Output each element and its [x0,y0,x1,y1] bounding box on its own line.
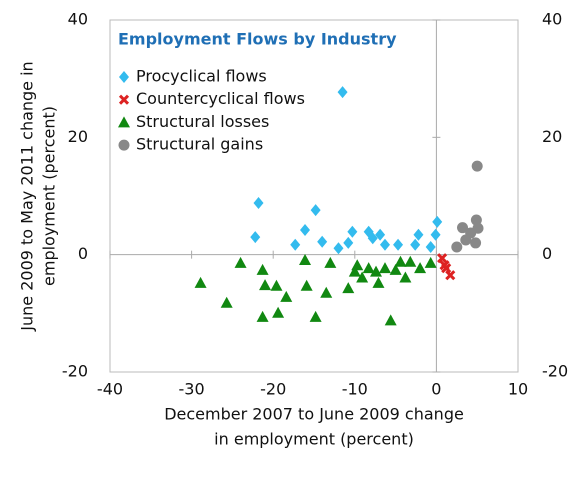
x-axis-title: December 2007 to June 2009 change [164,405,464,424]
point [457,222,469,234]
y2-tick-label: -20 [542,362,568,381]
x-tick-label: -10 [342,380,368,399]
point [393,238,404,251]
point [414,262,427,274]
point [250,231,261,244]
point [290,238,301,251]
point [309,310,322,322]
legend-marker [118,116,130,128]
point [343,236,354,249]
y-axis-title: employment (percent) [40,106,59,286]
point [333,242,344,255]
point [430,228,441,241]
point [389,263,402,275]
point [270,279,283,291]
y-tick-label: 0 [78,244,88,263]
point [471,160,483,172]
point [317,235,328,248]
legend-marker [118,94,130,105]
point [470,237,482,249]
point [299,253,312,265]
point [472,222,484,234]
point [394,255,407,267]
point [451,241,463,253]
point [378,262,391,274]
x-tick-label: -40 [97,380,123,399]
point [437,253,448,264]
point [432,215,443,228]
point [280,290,293,302]
point [404,255,417,267]
point [362,262,375,274]
point [300,279,313,291]
legend-label: Structural losses [136,112,269,131]
point [300,224,311,237]
legend-marker [118,139,130,151]
point [259,279,272,291]
point [220,296,233,308]
point [272,306,285,318]
point [256,263,269,275]
point [370,265,383,277]
point [375,228,386,241]
point [399,271,412,283]
point [379,238,390,251]
point [372,276,385,288]
point [445,270,456,281]
point [439,260,450,271]
x-axis-title: in employment (percent) [214,430,414,449]
point [413,228,424,241]
y-tick-label: -20 [62,362,88,381]
point [342,282,355,294]
point [324,256,337,268]
point [367,232,378,245]
x-tick-label: 10 [508,380,528,399]
y2-tick-label: 40 [542,10,562,29]
point [310,204,321,217]
legend-marker [119,71,129,83]
legend-label: Procyclical flows [136,67,267,86]
point [424,256,437,268]
point [253,197,264,210]
point [320,286,333,298]
point [356,271,369,283]
point [348,265,361,277]
y-tick-label: 40 [68,10,88,29]
y2-tick-label: 20 [542,127,562,146]
x-tick-label: -30 [179,380,205,399]
legend-label: Structural gains [136,135,263,154]
legend-label: Countercyclical flows [136,89,305,108]
y2-tick-label: 0 [542,244,552,263]
point [337,86,348,99]
chart-title: Employment Flows by Industry [118,30,397,49]
point [410,238,421,251]
x-tick-label: 0 [431,380,441,399]
point [194,276,207,288]
point [470,214,482,226]
point [347,225,358,238]
y-axis-title: June 2009 to May 2011 change in [18,61,37,331]
plot-frame [109,19,519,373]
point [384,314,397,326]
point [234,256,247,268]
x-tick-label: -20 [260,380,286,399]
y-tick-label: 20 [68,127,88,146]
point [425,241,436,254]
point [256,310,269,322]
point [351,259,364,271]
